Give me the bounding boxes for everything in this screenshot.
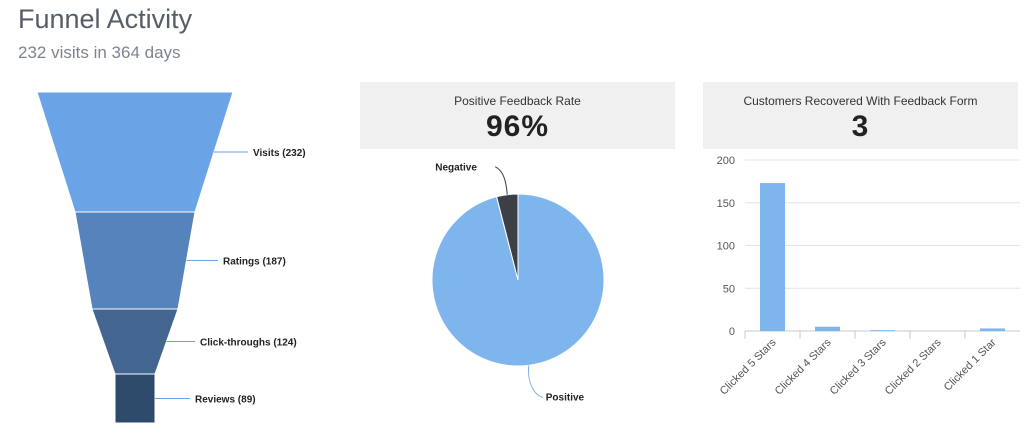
funnel-stage-label: Reviews (89) — [195, 395, 256, 406]
x-tick-label: Clicked 1 Star — [942, 336, 999, 393]
customers-recovered-value: 3 — [851, 110, 870, 143]
pie-svg: Positive Negative — [431, 163, 605, 403]
bar — [870, 330, 895, 331]
bar — [815, 326, 840, 331]
page-title: Funnel Activity — [18, 4, 193, 34]
funnel-segment — [74, 211, 196, 310]
star-rating-bar-chart: 0 50 100 150 200 Clicked 5 Stars Clicked 4 Sta… — [705, 150, 1020, 432]
feedback-pie-chart: Positive Negative — [405, 155, 635, 405]
x-tick-label: Clicked 3 Stars — [828, 336, 889, 397]
feedback-rate-header: Positive Feedback Rate 96% — [360, 82, 675, 149]
pie-label-positive: Positive — [546, 392, 585, 403]
funnel-segment — [114, 373, 156, 424]
page-subtitle: 232 visits in 364 days — [18, 43, 181, 62]
pie-label-negative: Negative — [435, 163, 477, 174]
customers-recovered-label: Customers Recovered With Feedback Form — [743, 94, 978, 108]
funnel-segment — [91, 308, 179, 375]
funnel-segment — [36, 91, 234, 213]
pie-connector — [494, 166, 508, 195]
funnel-svg: Visits (232) Ratings (187) Click-throughs … — [36, 91, 306, 424]
x-tick-label: Clicked 5 Stars — [718, 336, 779, 397]
funnel-stage-label: Visits (232) — [253, 148, 306, 159]
funnel-chart: Visits (232) Ratings (187) Click-throughs … — [0, 85, 340, 425]
funnel-stage-label: Ratings (187) — [223, 257, 286, 268]
customers-recovered-header: Customers Recovered With Feedback Form 3 — [703, 82, 1018, 149]
x-tick-label: Clicked 2 Stars — [883, 336, 944, 397]
y-tick-label: 100 — [717, 241, 735, 253]
bar — [760, 183, 785, 331]
pie-connector — [527, 365, 543, 398]
x-tick-label: Clicked 4 Stars — [773, 336, 834, 397]
bar — [980, 328, 1005, 331]
feedback-rate-label: Positive Feedback Rate — [454, 94, 581, 108]
y-tick-label: 50 — [723, 283, 735, 295]
feedback-rate-value: 96% — [485, 110, 550, 143]
y-tick-label: 200 — [717, 155, 735, 167]
y-tick-label: 0 — [729, 326, 735, 338]
y-tick-label: 150 — [717, 198, 735, 210]
funnel-stage-label: Click-throughs (124) — [200, 338, 297, 349]
